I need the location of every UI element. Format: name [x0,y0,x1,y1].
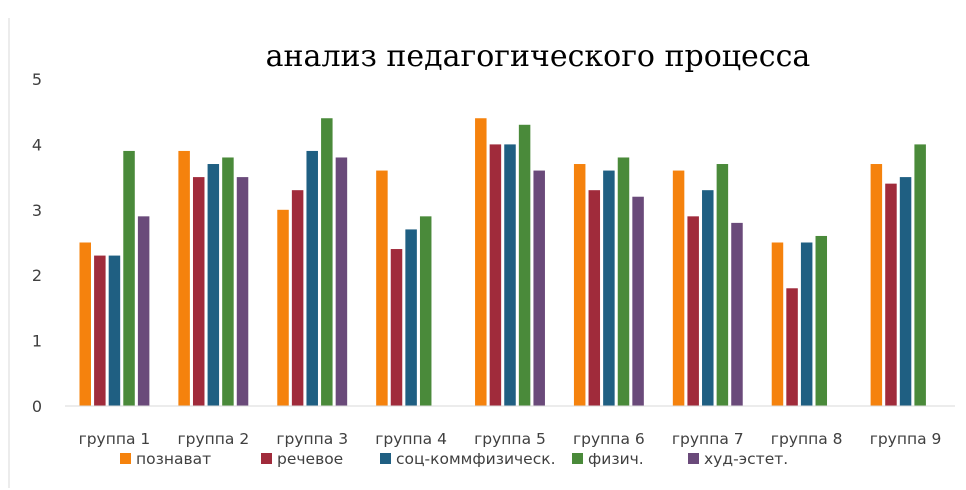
bar [870,164,883,406]
bar [885,183,897,406]
legend-label: соц-коммфизическ. [396,450,556,468]
bar [306,150,318,406]
legend-swatch [572,453,583,464]
legend-label: худ-эстет. [704,450,788,468]
bar [321,118,333,407]
bar [123,150,135,406]
legend-label: познават [136,450,211,468]
y-axis: 0 1 2 3 4 5 [32,70,42,416]
bar [687,216,699,406]
bar [178,150,190,406]
bar [405,229,417,406]
x-tick-label: группа 4 [375,430,447,448]
x-tick-label: группа 3 [276,430,348,448]
bar [603,170,615,406]
bar [632,196,644,406]
legend-swatch [688,453,699,464]
bar [716,164,729,406]
bar [617,157,630,406]
bar [533,170,545,406]
x-tick-label: группа 8 [771,430,843,448]
bars [79,118,926,407]
legend: познават речевое соц-коммфизическ. физич. ху… [120,450,788,468]
bar [94,255,106,406]
bar [731,222,743,406]
chart-title: анализ педагогического процесса [266,39,811,74]
y-tick-label: 2 [32,266,42,285]
bar [475,118,487,407]
bar [79,242,91,406]
x-axis: группа 1 группа 2 группа 3 группа 4 группа 5… [79,430,942,448]
bar [137,216,150,406]
x-tick-label: группа 5 [474,430,546,448]
y-tick-label: 1 [32,332,42,351]
bar [800,242,813,406]
legend-swatch [120,453,131,464]
legend-swatch [261,453,272,464]
bar [815,235,828,406]
x-tick-label: группа 9 [870,430,942,448]
bar [504,144,516,406]
bar [236,177,249,406]
bar [771,242,784,406]
bar [489,144,502,406]
y-tick-label: 3 [32,201,42,220]
bar [390,249,403,406]
bar [108,255,121,406]
bar [192,177,205,406]
bar [573,164,586,406]
legend-swatch [380,453,391,464]
bar [291,190,304,406]
y-tick-label: 0 [32,397,42,416]
legend-label: речевое [277,450,343,468]
bar [588,190,601,406]
x-tick-label: группа 6 [573,430,645,448]
bar [419,216,432,406]
bar [335,157,348,406]
x-tick-label: группа 7 [672,430,744,448]
bar [914,144,926,406]
legend-label: физич. [588,450,644,468]
bar [672,170,685,406]
bar [702,190,714,406]
y-tick-label: 4 [32,135,42,154]
bar [222,157,234,406]
bar [376,170,388,406]
x-tick-label: группа 1 [79,430,151,448]
y-tick-label: 5 [32,70,42,89]
bar [277,209,289,406]
bar [207,164,220,406]
bar [899,177,912,406]
x-tick-label: группа 2 [177,430,249,448]
bar [786,288,798,406]
bar [518,124,531,406]
